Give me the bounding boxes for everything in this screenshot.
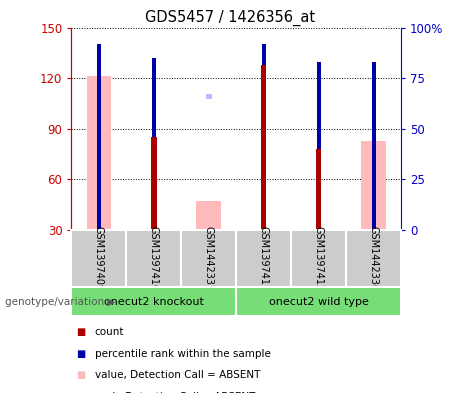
Bar [97, 44, 101, 230]
Bar [71, 287, 236, 316]
Text: rank, Detection Call = ABSENT: rank, Detection Call = ABSENT [95, 392, 255, 393]
Text: GSM1442336: GSM1442336 [369, 226, 378, 291]
Text: GSM1397411: GSM1397411 [259, 226, 269, 291]
Text: count: count [95, 327, 124, 337]
Bar [361, 141, 386, 230]
Bar [236, 287, 401, 316]
Bar [152, 58, 156, 230]
Bar [372, 62, 376, 230]
Text: GSM1442337: GSM1442337 [204, 226, 214, 291]
Text: GSM1397412: GSM1397412 [313, 226, 324, 291]
Text: onecut2 wild type: onecut2 wild type [269, 297, 369, 307]
Text: percentile rank within the sample: percentile rank within the sample [95, 349, 271, 359]
Bar [346, 230, 401, 287]
Bar [206, 94, 212, 99]
Bar [316, 149, 321, 230]
Text: genotype/variation ▶: genotype/variation ▶ [5, 297, 115, 307]
Text: ■: ■ [76, 392, 85, 393]
Text: value, Detection Call = ABSENT: value, Detection Call = ABSENT [95, 370, 260, 380]
Text: GDS5457 / 1426356_at: GDS5457 / 1426356_at [145, 10, 316, 26]
Text: ■: ■ [76, 349, 85, 359]
Bar [87, 76, 111, 230]
Text: onecut2 knockout: onecut2 knockout [104, 297, 204, 307]
Bar [71, 230, 126, 287]
Bar [196, 201, 221, 230]
Bar [291, 230, 346, 287]
Bar [126, 230, 181, 287]
Bar [317, 62, 320, 230]
Bar [261, 64, 266, 230]
Text: GSM1397409: GSM1397409 [94, 226, 104, 291]
Bar [151, 137, 157, 230]
Text: GSM1397410: GSM1397410 [149, 226, 159, 291]
Bar [262, 44, 266, 230]
Bar [181, 230, 236, 287]
Text: ■: ■ [76, 370, 85, 380]
Text: ■: ■ [76, 327, 85, 337]
Bar [236, 230, 291, 287]
